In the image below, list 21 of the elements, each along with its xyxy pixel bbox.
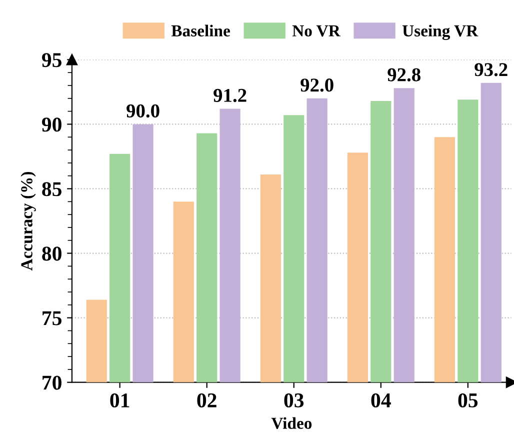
y-axis-title: Accuracy (%) (20, 172, 36, 271)
y-tick-label: 80 (42, 246, 62, 261)
x-tick-label: 04 (371, 393, 391, 408)
y-tick-label: 70 (42, 376, 62, 390)
data-label: 93.2 (474, 63, 508, 76)
data-label: 91.2 (214, 88, 246, 102)
legend-label: No VR (292, 25, 341, 37)
x-tick-label: 03 (284, 393, 304, 408)
y-tick-label: 75 (42, 311, 62, 326)
x-axis-title: Video (271, 417, 312, 430)
data-label: 90.0 (126, 104, 160, 118)
x-tick-label: 01 (110, 393, 130, 408)
y-tick-label: 95 (42, 53, 62, 68)
legend-label: Baseline (171, 24, 230, 36)
data-label: 92.8 (388, 68, 420, 82)
y-tick-label: 85 (42, 182, 62, 196)
y-tick-label: 90 (42, 118, 62, 132)
legend-label: Useing VR (402, 24, 478, 40)
x-tick-label: 05 (458, 393, 478, 408)
data-label: 92.0 (300, 78, 334, 92)
x-tick-label: 02 (197, 393, 216, 408)
